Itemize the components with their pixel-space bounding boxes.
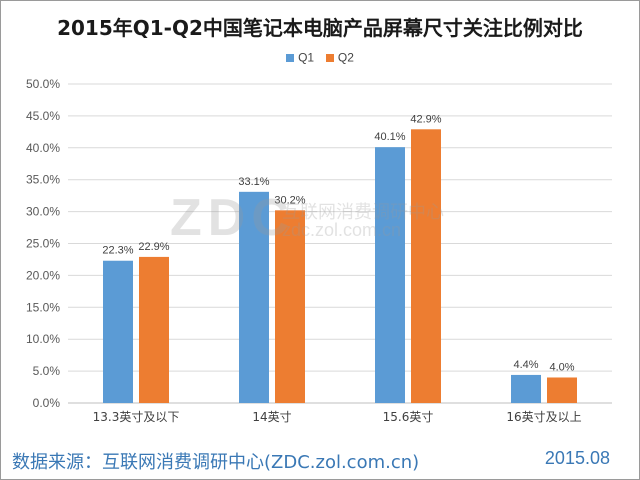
y-tick-label: 10.0% xyxy=(26,332,60,346)
chart-title: 2015年Q1-Q2中国笔记本电脑产品屏幕尺寸关注比例对比 xyxy=(57,16,583,40)
y-tick-label: 0.0% xyxy=(33,396,61,410)
y-tick-label: 40.0% xyxy=(26,141,60,155)
data-label: 22.9% xyxy=(138,241,169,253)
y-tick-label: 5.0% xyxy=(33,364,61,378)
y-tick-label: 20.0% xyxy=(26,268,60,282)
x-tick-label: 14英寸 xyxy=(252,410,291,424)
data-label: 30.2% xyxy=(274,194,305,206)
bar-q2-0 xyxy=(139,256,169,403)
data-label: 33.1% xyxy=(238,176,269,188)
y-tick-label: 30.0% xyxy=(26,205,60,219)
legend-label-q2: Q2 xyxy=(337,50,354,65)
x-tick-label: 13.3英寸及以下 xyxy=(93,410,180,424)
x-tick-label: 16英寸及以上 xyxy=(506,410,581,424)
data-label: 22.3% xyxy=(102,245,133,257)
y-tick-label: 35.0% xyxy=(26,173,60,187)
bar-q2-1 xyxy=(275,210,305,403)
legend-label-q1: Q1 xyxy=(298,50,315,65)
bar-q1-1 xyxy=(239,191,269,403)
data-label: 4.4% xyxy=(513,359,538,371)
data-label: 4.0% xyxy=(549,361,574,373)
y-tick-label: 15.0% xyxy=(26,300,60,314)
data-source-note: 数据来源：互联网消费调研中心(ZDC.zol.com.cn) xyxy=(12,452,420,473)
y-tick-label: 45.0% xyxy=(26,109,60,123)
legend-swatch-q2 xyxy=(325,53,334,62)
report-date: 2015.08 xyxy=(544,448,610,468)
legend-item-q1: Q1 xyxy=(286,50,314,65)
y-tick-label: 25.0% xyxy=(26,237,60,251)
x-tick-label: 15.6英寸 xyxy=(383,410,434,424)
data-label: 42.9% xyxy=(410,113,441,125)
bar-q1-3 xyxy=(511,374,541,403)
legend: Q1 Q2 xyxy=(0,50,640,65)
data-label: 40.1% xyxy=(374,131,405,143)
bar-q1-0 xyxy=(103,260,133,403)
legend-swatch-q1 xyxy=(286,53,295,62)
y-tick-label: 50.0% xyxy=(26,77,60,91)
bar-q1-2 xyxy=(375,147,405,403)
legend-item-q2: Q2 xyxy=(325,50,354,65)
bar-q2-2 xyxy=(411,129,441,403)
bar-q2-3 xyxy=(547,377,577,403)
